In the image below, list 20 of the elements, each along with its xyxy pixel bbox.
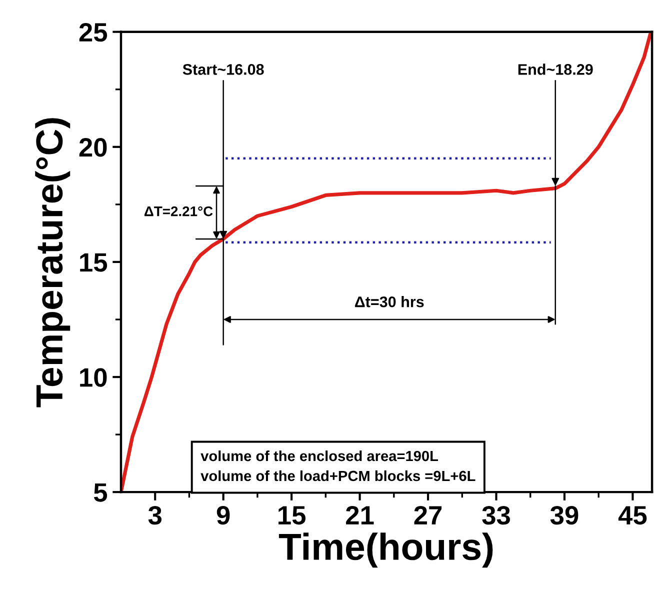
- x-axis-title: Time(hours): [278, 532, 493, 568]
- x-tick-label: 3: [148, 506, 162, 525]
- x-tick-label: 33: [482, 506, 510, 525]
- x-tick-label: 9: [216, 506, 230, 525]
- annotation: ΔT=2.21°C: [144, 206, 213, 216]
- annotation: End~18.29: [518, 64, 593, 75]
- annotation: Start~16.08: [182, 64, 264, 75]
- annotation: Δt=30 hrs: [354, 296, 424, 308]
- x-tick-label: 21: [346, 506, 374, 524]
- x-tick-label: 45: [618, 506, 647, 525]
- y-tick-label: 10: [80, 368, 107, 387]
- x-tick-label: 39: [550, 506, 578, 525]
- y-axis-title: Temperature(°C): [35, 118, 70, 408]
- x-tick-label: 27: [414, 506, 442, 524]
- y-tick-label: 5: [94, 483, 108, 502]
- y-tick-label: 20: [79, 138, 107, 157]
- y-tick-label: 15: [80, 253, 108, 272]
- x-tick-label: 15: [278, 506, 306, 525]
- y-tick-label: 25: [79, 22, 108, 42]
- annotation: volume of the enclosed area=190L volume of the load+PCM blocks =9L+6L: [200, 450, 476, 482]
